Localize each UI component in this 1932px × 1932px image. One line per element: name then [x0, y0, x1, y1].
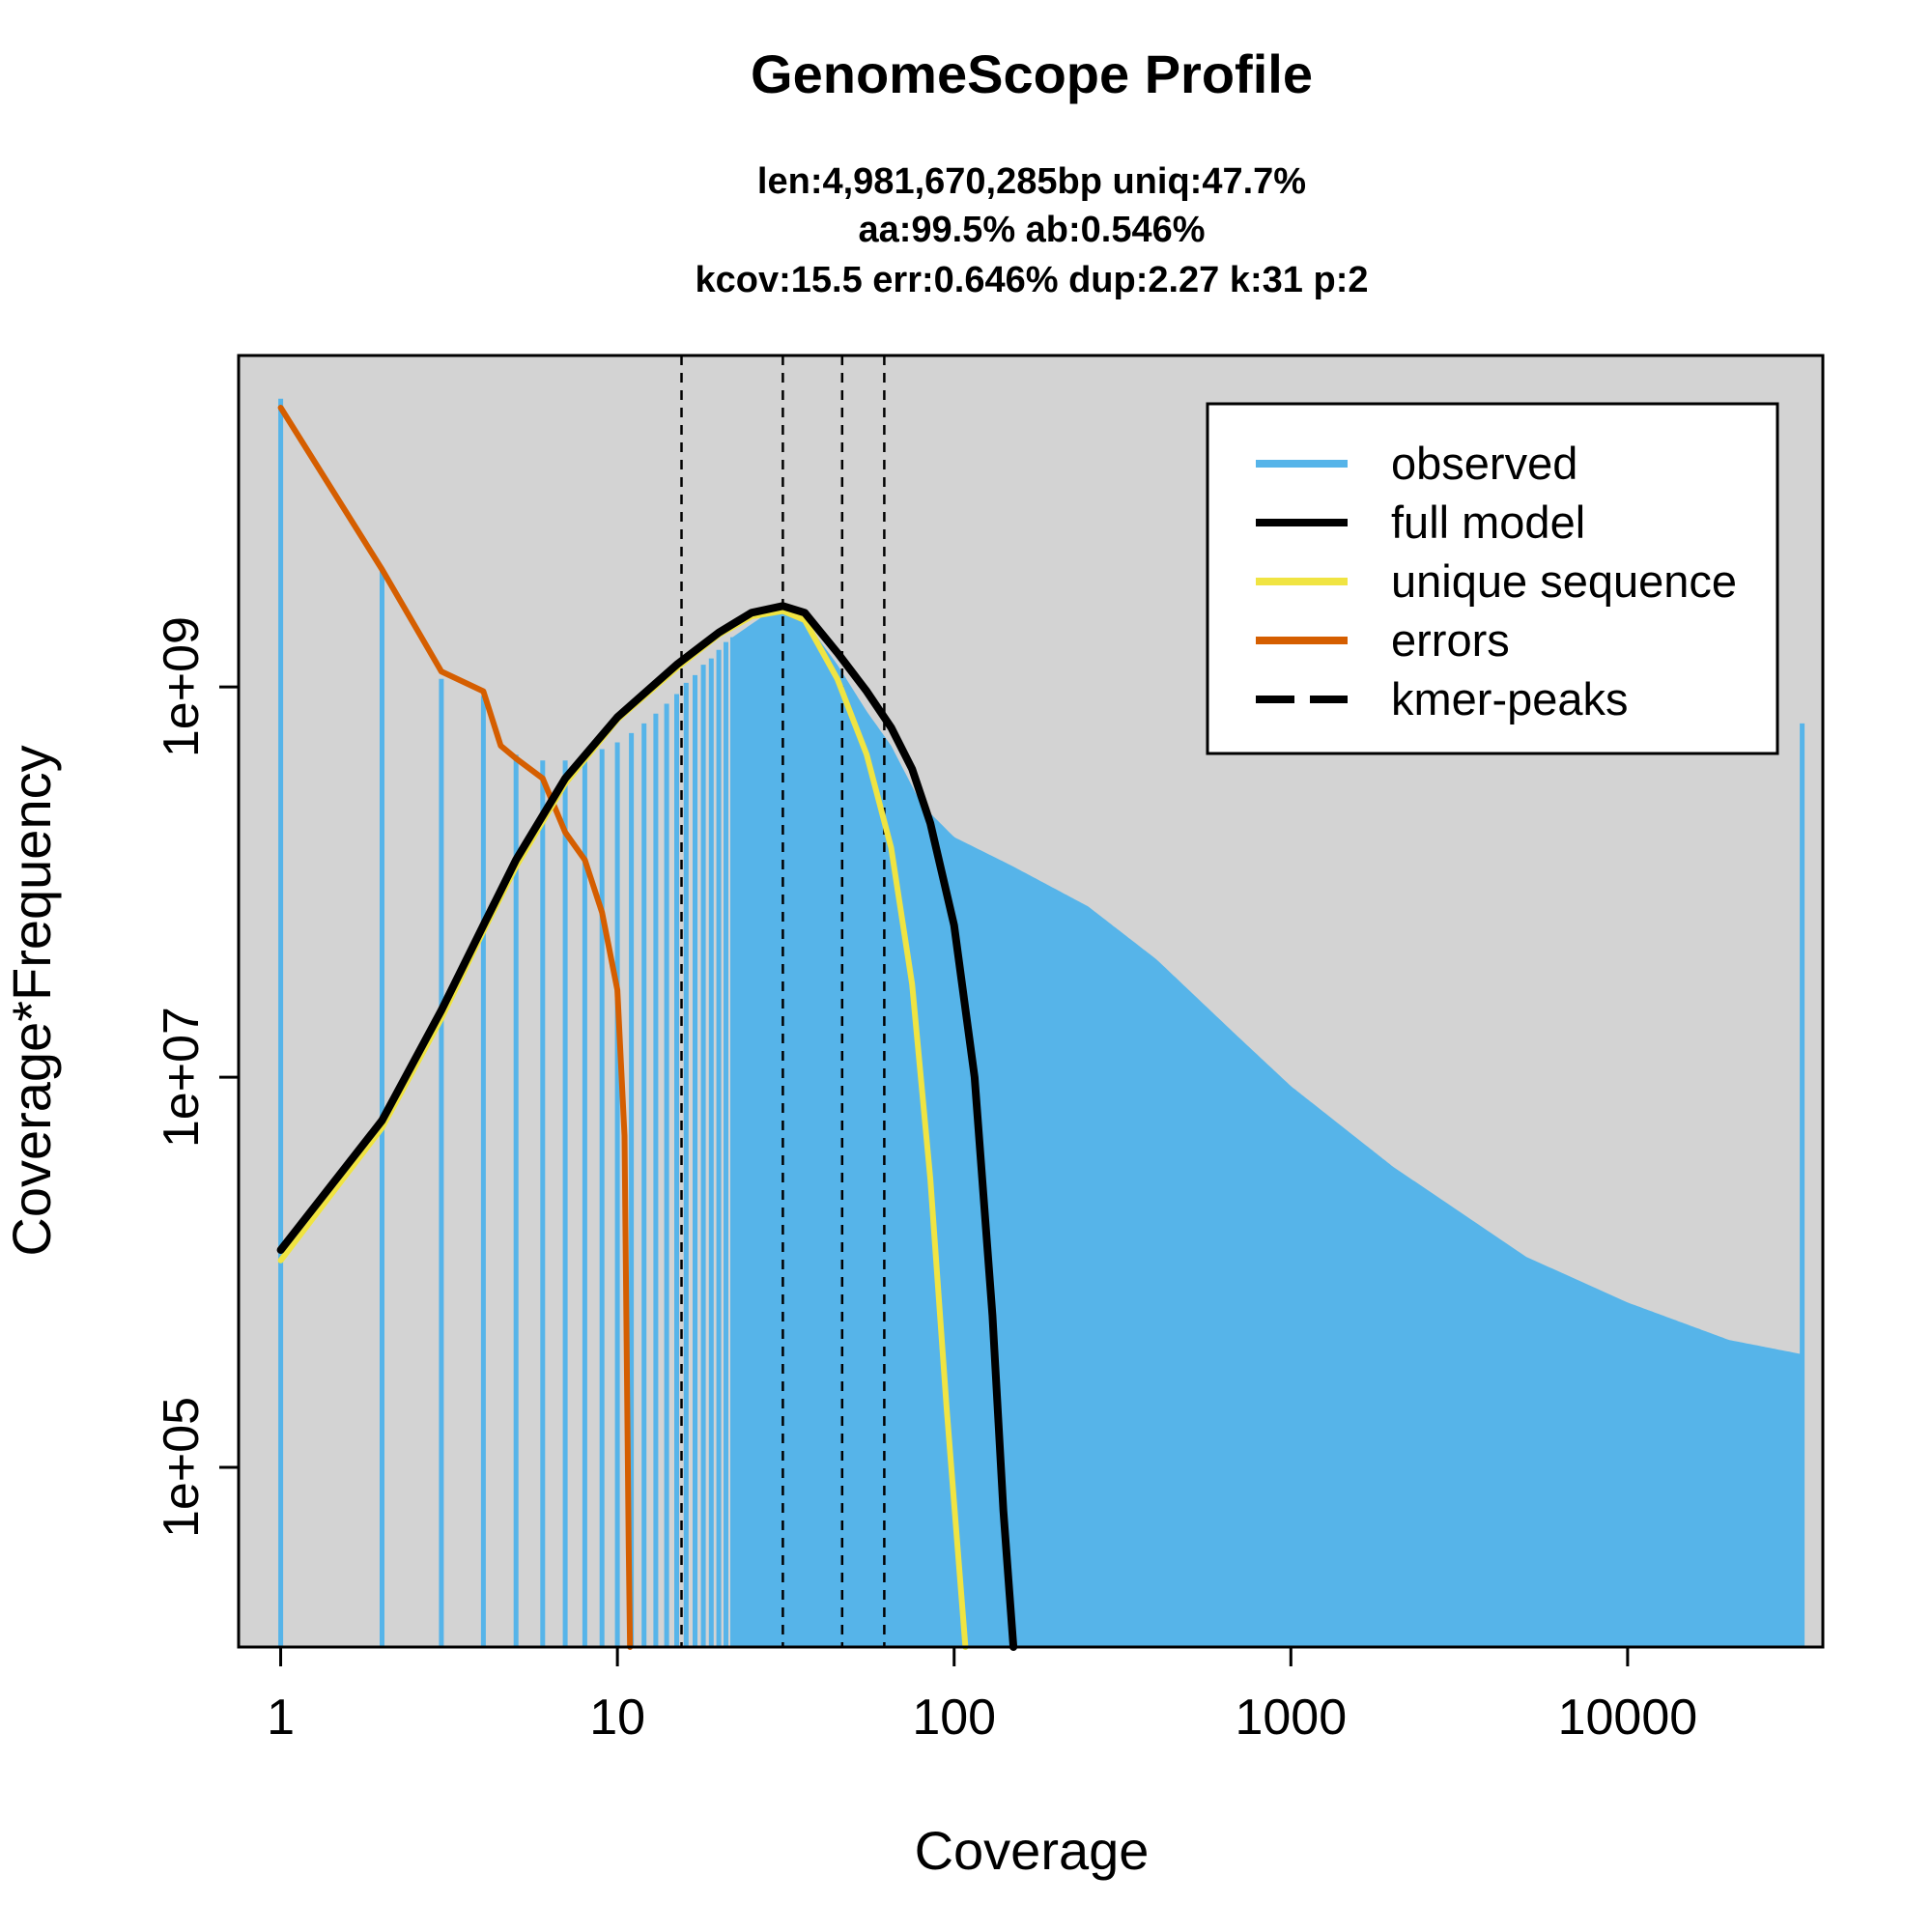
kmer-peak-lines: [680, 355, 886, 1647]
legend-label: errors: [1391, 614, 1510, 666]
model-lines: [276, 405, 1018, 1651]
x-tick-label: 1000: [1235, 1690, 1347, 1746]
y-tick-label: 1e+09: [154, 616, 210, 757]
x-tick-label: 10: [589, 1690, 645, 1746]
y-tick-label: 1e+07: [154, 1007, 210, 1148]
legend: observed full model unique sequence errors k…: [1206, 402, 1779, 755]
chart-subtitle-line-2: aa:99.5% ab:0.546%: [858, 210, 1205, 250]
y-axis: 1e+05 1e+07 1e+09: [154, 616, 239, 1538]
legend-label: observed: [1391, 438, 1577, 489]
x-tick-label: 10000: [1558, 1690, 1698, 1746]
y-axis-label: Coverage*Frequency: [1, 745, 62, 1256]
plot-border: [237, 354, 1825, 1649]
legend-label: kmer-peaks: [1391, 673, 1629, 724]
chart-subtitle-line-3: kcov:15.5 err:0.646% dup:2.27 k:31 p:2: [695, 260, 1368, 300]
legend-label: unique sequence: [1391, 555, 1737, 607]
legend-label: full model: [1391, 497, 1585, 548]
x-axis-label: Coverage: [915, 1820, 1150, 1881]
full-model-line: [276, 602, 1018, 1651]
chart-title: GenomeScope Profile: [751, 43, 1313, 104]
x-tick-label: 100: [912, 1690, 996, 1746]
y-tick-label: 1e+05: [154, 1397, 210, 1538]
x-axis: 1 10 100 1000 10000: [267, 1647, 1697, 1746]
chart-subtitle-line-1: len:4,981,670,285bp uniq:47.7%: [757, 161, 1306, 202]
x-tick-label: 1: [267, 1690, 295, 1746]
